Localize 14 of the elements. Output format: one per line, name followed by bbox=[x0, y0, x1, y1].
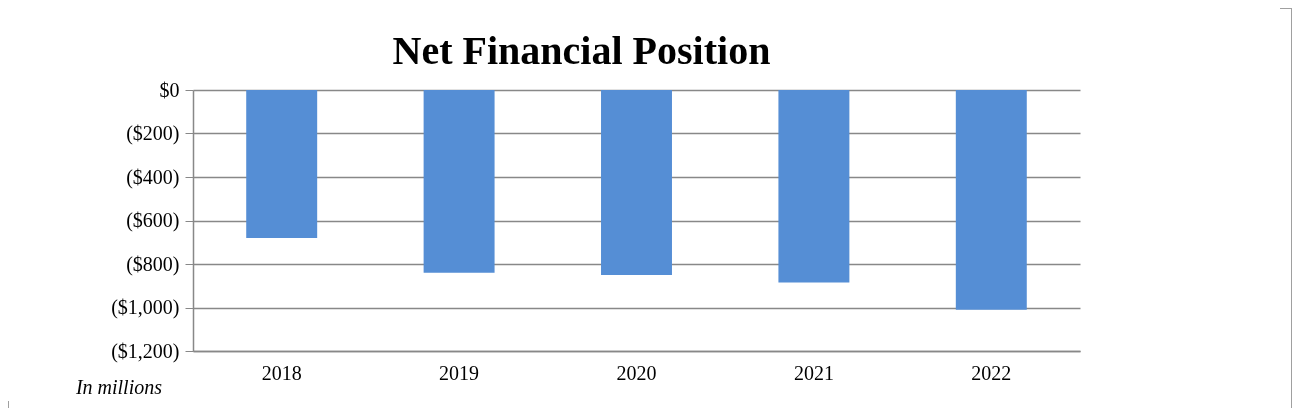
y-tick-label: ($200) bbox=[126, 122, 180, 145]
x-tick-label: 2019 bbox=[439, 361, 480, 384]
y-tick-label: $0 bbox=[159, 78, 180, 101]
x-tick-label: 2021 bbox=[793, 361, 834, 384]
x-tick-label: 2018 bbox=[261, 361, 302, 384]
y-tick-label: ($800) bbox=[126, 252, 180, 276]
x-tick-label: 2020 bbox=[616, 361, 657, 384]
y-tick-label: ($600) bbox=[126, 209, 180, 232]
y-tick-label: ($1,200) bbox=[111, 339, 180, 363]
text: In millions bbox=[74, 376, 163, 398]
x-tick-label: 2022 bbox=[971, 361, 1012, 384]
y-tick-label: ($1,000) bbox=[111, 296, 180, 319]
y-tick-label: ($400) bbox=[126, 165, 180, 189]
chart-title: Net Financial Position bbox=[392, 28, 771, 73]
